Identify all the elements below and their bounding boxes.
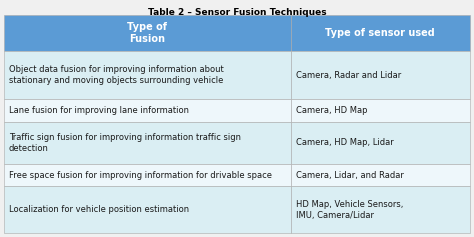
Text: Traffic sign fusion for improving information traffic sign
detection: Traffic sign fusion for improving inform… xyxy=(9,133,241,153)
Text: Camera, Lidar, and Radar: Camera, Lidar, and Radar xyxy=(296,171,403,180)
Bar xyxy=(4,51,291,99)
Text: Object data fusion for improving information about
stationary and moving objects: Object data fusion for improving informa… xyxy=(9,65,224,85)
Bar xyxy=(4,15,291,51)
Text: Lane fusion for improving lane information: Lane fusion for improving lane informati… xyxy=(9,106,189,115)
Bar xyxy=(291,15,470,51)
Bar xyxy=(291,164,470,187)
Text: Table 2 – Sensor Fusion Techniques: Table 2 – Sensor Fusion Techniques xyxy=(148,8,326,17)
Bar xyxy=(4,164,291,187)
Bar xyxy=(4,187,291,233)
Text: Type of sensor used: Type of sensor used xyxy=(326,28,435,38)
Bar xyxy=(291,99,470,122)
Bar xyxy=(4,122,291,164)
Text: Free space fusion for improving information for drivable space: Free space fusion for improving informat… xyxy=(9,171,272,180)
Text: Type of
Fusion: Type of Fusion xyxy=(128,22,167,44)
Text: Camera, HD Map, Lidar: Camera, HD Map, Lidar xyxy=(296,138,393,147)
Bar xyxy=(4,99,291,122)
Text: Camera, Radar and Lidar: Camera, Radar and Lidar xyxy=(296,71,401,80)
Bar xyxy=(291,122,470,164)
Text: Localization for vehicle position estimation: Localization for vehicle position estima… xyxy=(9,205,189,214)
Bar xyxy=(291,187,470,233)
Text: Camera, HD Map: Camera, HD Map xyxy=(296,106,367,115)
Text: HD Map, Vehicle Sensors,
IMU, Camera/Lidar: HD Map, Vehicle Sensors, IMU, Camera/Lid… xyxy=(296,200,403,220)
Bar xyxy=(291,51,470,99)
